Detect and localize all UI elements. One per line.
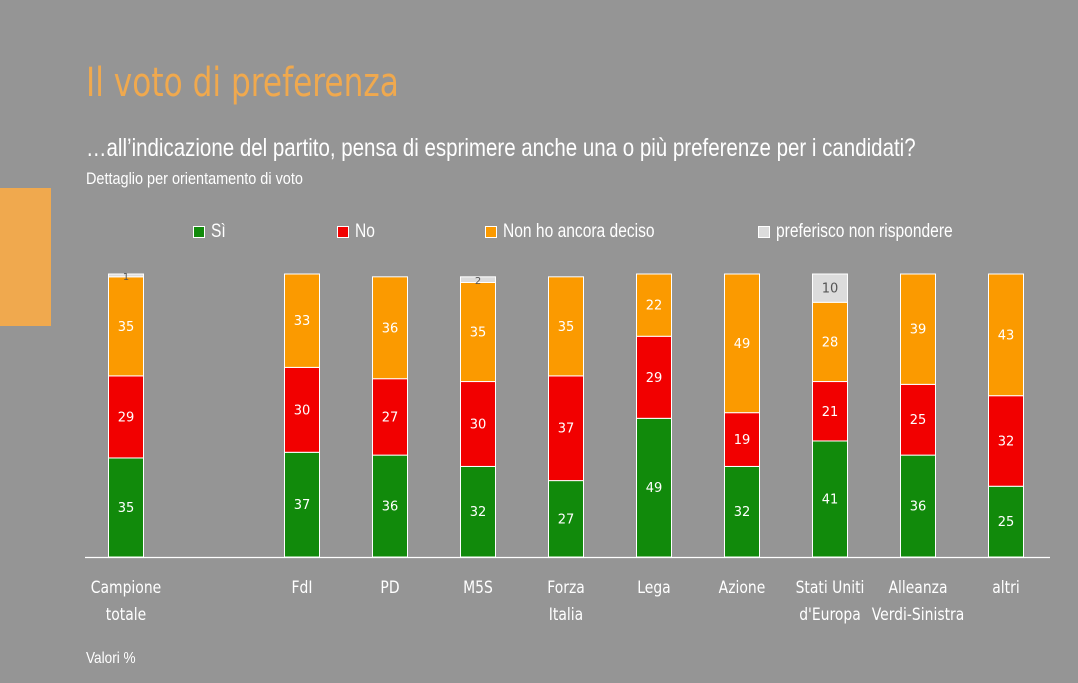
category-label: PD xyxy=(380,578,399,598)
data-label: 28 xyxy=(822,335,839,350)
legend-label-no: No xyxy=(355,221,375,242)
data-label: 10 xyxy=(822,282,839,297)
data-label: 32 xyxy=(734,505,751,520)
category-label: Lega xyxy=(637,578,670,598)
data-label: 49 xyxy=(646,481,663,496)
category-label: Stati Uniti xyxy=(796,578,865,598)
data-label: 22 xyxy=(646,299,663,314)
data-label: 1 xyxy=(123,272,129,283)
category-label: Campione xyxy=(91,578,161,598)
data-label: 35 xyxy=(118,501,135,516)
legend-item-non-deciso: Non ho ancora deciso xyxy=(485,221,688,243)
bar-segment xyxy=(548,480,584,558)
bar-segment xyxy=(372,276,408,380)
bar-segment xyxy=(108,457,144,558)
legend-item-si: Sì xyxy=(193,221,229,243)
data-label: 36 xyxy=(910,500,927,515)
bar-segment xyxy=(108,273,144,278)
legend-swatch-non-deciso xyxy=(485,226,497,238)
bar-segment xyxy=(372,378,408,456)
category-label: totale xyxy=(106,605,146,625)
bar-segment xyxy=(900,273,936,385)
bar-segment xyxy=(284,273,320,368)
footer-note: Valori % xyxy=(86,650,136,667)
data-label: 49 xyxy=(734,337,751,352)
data-label: 36 xyxy=(382,500,399,515)
data-label: 35 xyxy=(470,326,487,341)
bar-segment xyxy=(988,485,1024,558)
data-label: 37 xyxy=(294,498,311,513)
legend-item-non-risponde: preferisco non rispondere xyxy=(758,221,991,243)
data-label: 32 xyxy=(998,434,1015,449)
category-label: altri xyxy=(992,578,1019,598)
legend-label-si: Sì xyxy=(211,221,226,242)
bar-segment xyxy=(284,366,320,453)
bar-segment xyxy=(460,276,496,283)
category-label: Azione xyxy=(719,578,766,598)
category-label: M5S xyxy=(463,578,493,598)
category-label: FdI xyxy=(292,578,313,598)
bar-segment xyxy=(812,301,848,383)
data-label: 35 xyxy=(118,320,135,335)
bar-segment xyxy=(372,454,408,558)
category-label: d'Europa xyxy=(799,605,861,625)
data-label: 25 xyxy=(910,413,927,428)
data-label: 27 xyxy=(558,512,575,527)
legend-swatch-non-risponde xyxy=(758,226,770,238)
data-label: 33 xyxy=(294,314,311,329)
legend-swatch-si xyxy=(193,226,205,238)
chart-detail-caption: Dettaglio per orientamento di voto xyxy=(86,169,303,188)
data-label: 35 xyxy=(558,320,575,335)
bar-segment xyxy=(108,375,144,459)
data-label: 39 xyxy=(910,323,927,338)
data-label: 41 xyxy=(822,492,839,507)
bar-segment xyxy=(724,465,760,558)
data-label: 43 xyxy=(998,328,1015,343)
bar-segment xyxy=(812,381,848,442)
category-label: Italia xyxy=(549,605,583,625)
bar-segment xyxy=(900,383,936,456)
legend-label-non-deciso: Non ho ancora deciso xyxy=(503,221,655,242)
bar-segment xyxy=(636,335,672,419)
data-label: 27 xyxy=(382,410,399,425)
bar-segment xyxy=(900,454,936,558)
bar-segment xyxy=(988,273,1024,397)
accent-block xyxy=(0,188,51,326)
data-label: 30 xyxy=(294,403,311,418)
legend-item-no: No xyxy=(337,221,379,243)
page-subtitle: …all’indicazione del partito, pensa di e… xyxy=(86,134,916,162)
data-label: 2 xyxy=(475,276,481,287)
legend-label-non-risponde: preferisco non rispondere xyxy=(776,221,953,242)
bar-segment xyxy=(812,273,848,303)
category-label: Alleanza xyxy=(888,578,947,598)
data-label: 21 xyxy=(822,405,839,420)
data-label: 29 xyxy=(646,371,663,386)
bar-segment xyxy=(548,375,584,482)
bar-segment xyxy=(108,276,144,377)
bar-segment xyxy=(724,273,760,414)
bar-segment xyxy=(636,417,672,558)
legend-swatch-no xyxy=(337,226,349,238)
data-label: 30 xyxy=(470,417,487,432)
data-label: 29 xyxy=(118,410,135,425)
bar-segment xyxy=(636,273,672,337)
category-label: Forza xyxy=(547,578,585,598)
bar-segment xyxy=(460,465,496,558)
page-title: Il voto di preferenza xyxy=(86,60,399,106)
data-label: 36 xyxy=(382,321,399,336)
bar-segment xyxy=(284,451,320,558)
data-label: 25 xyxy=(998,515,1015,530)
bar-segment xyxy=(724,412,760,467)
bar-segment xyxy=(460,381,496,467)
data-label: 19 xyxy=(734,433,751,448)
category-label: Verdi-Sinistra xyxy=(872,605,965,625)
bar-segment xyxy=(812,440,848,558)
data-label: 37 xyxy=(558,422,575,437)
data-label: 32 xyxy=(470,505,487,520)
bar-segment xyxy=(548,276,584,377)
